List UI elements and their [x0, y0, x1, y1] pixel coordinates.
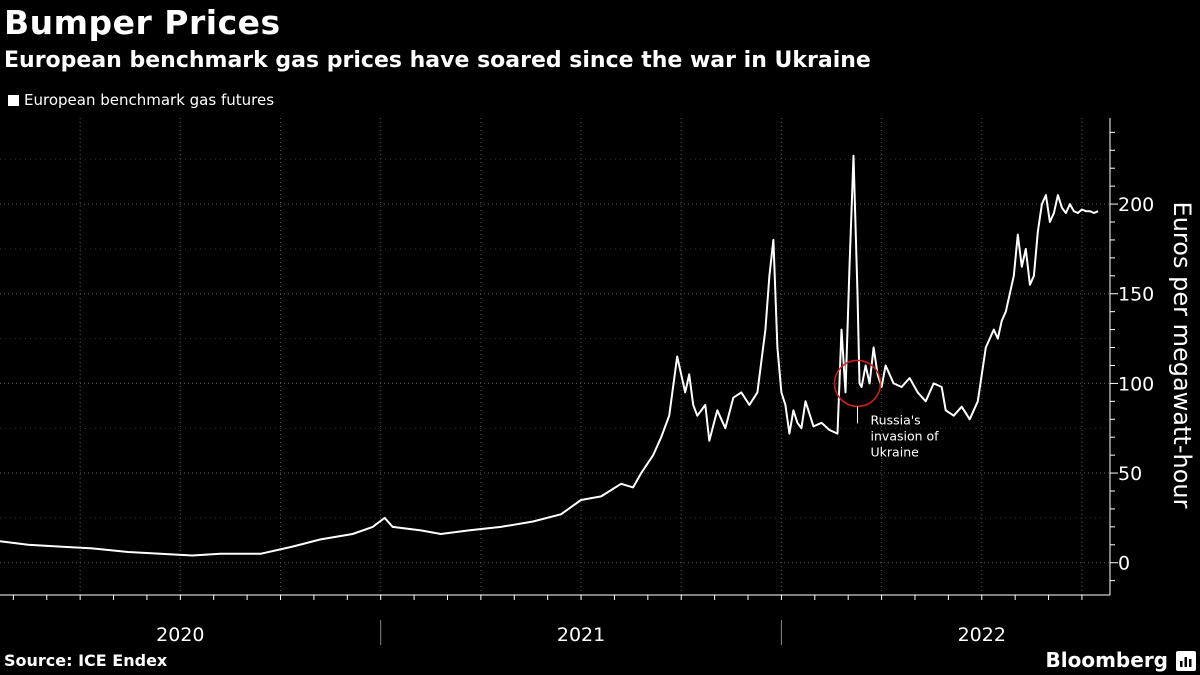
legend: European benchmark gas futures	[8, 91, 274, 109]
y-tick-label: 100	[1118, 373, 1154, 395]
series-line	[0, 154, 1099, 557]
legend-label: European benchmark gas futures	[24, 91, 275, 109]
legend-swatch	[8, 94, 19, 106]
chart-subtitle: European benchmark gas prices have soare…	[4, 48, 871, 73]
invasion-marker-circle	[833, 359, 882, 408]
brand-logo: Bloomberg	[1045, 648, 1168, 672]
x-year-label: 2022	[958, 624, 1006, 646]
y-tick-label: 50	[1118, 463, 1142, 485]
chart-title: Bumper Prices	[4, 3, 281, 42]
bloomberg-chart-icon	[1176, 651, 1196, 671]
x-year-label: 2020	[156, 624, 204, 646]
source-note: Source: ICE Endex	[4, 651, 168, 670]
y-axis-label: Euros per megawatt-hour	[1168, 201, 1196, 509]
y-tick-label: 150	[1118, 284, 1154, 306]
y-tick-label: 0	[1118, 553, 1130, 575]
annotation-label: Ukraine	[871, 444, 920, 459]
annotation-label: invasion of	[871, 428, 940, 443]
y-tick-label: 200	[1118, 194, 1154, 216]
annotation-label: Russia's	[871, 412, 921, 427]
x-year-label: 2021	[557, 624, 605, 646]
